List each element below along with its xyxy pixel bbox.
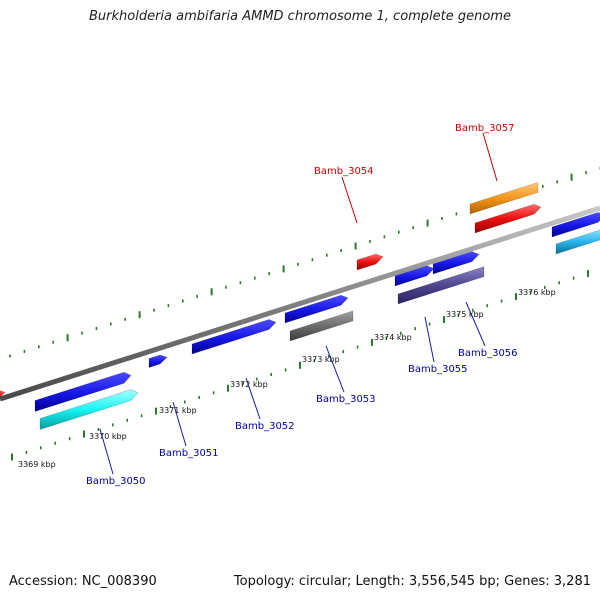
callout-line — [424, 316, 435, 363]
kbp-label: 3376 kbp — [518, 288, 556, 297]
gene-label-group: Bamb_3050 Bamb_3051 Bamb_3052 Bamb_3053 … — [86, 123, 518, 487]
gene-label-bamb-3057[interactable]: Bamb_3057 — [455, 123, 515, 134]
dna-backbone-line — [0, 205, 600, 402]
gene-arrow-bamb-3052[interactable] — [191, 319, 277, 355]
callout-line — [172, 401, 187, 447]
gene-arrow-red-edge[interactable] — [0, 390, 6, 402]
gene-arrow-bamb-3056[interactable] — [397, 266, 485, 305]
kbp-label: 3375 kbp — [446, 310, 484, 319]
callout-lines — [99, 301, 486, 475]
callout-line — [245, 377, 261, 420]
gene-arrow-blue-edge[interactable] — [551, 212, 600, 238]
gene-arrow-bamb-3057[interactable] — [469, 181, 539, 215]
kbp-label: 3371 kbp — [159, 406, 197, 415]
callout-line — [99, 428, 114, 475]
gene-label-bamb-3055[interactable]: Bamb_3055 — [408, 364, 468, 375]
kbp-label: 3369 kbp — [18, 460, 56, 469]
gene-arrow-bamb-3050[interactable] — [34, 371, 132, 412]
kbp-label: 3370 kbp — [89, 432, 127, 441]
gene-label-bamb-3052[interactable]: Bamb_3052 — [235, 421, 295, 432]
callout-lines-forward — [341, 132, 498, 224]
gene-arrow-bamb-3053[interactable] — [289, 310, 354, 342]
reverse-strand-tick-row — [11, 270, 589, 461]
gene-arrow-blue-3053[interactable] — [284, 294, 349, 324]
gene-arrow-cyan-3050[interactable] — [39, 389, 139, 430]
gene-arrow-bamb-3055[interactable] — [394, 265, 435, 287]
kbp-label: 3373 kbp — [302, 355, 340, 364]
callout-line — [465, 301, 486, 347]
gene-arrow-bamb-3051[interactable] — [148, 354, 168, 368]
callout-line — [341, 176, 358, 224]
gene-label-bamb-3051[interactable]: Bamb_3051 — [159, 448, 219, 459]
kbp-label: 3372 kbp — [230, 380, 268, 389]
genome-title: Burkholderia ambifaria AMMD chromosome 1… — [88, 9, 512, 24]
gene-arrow-bamb-3054[interactable] — [356, 253, 384, 271]
gene-label-bamb-3056[interactable]: Bamb_3056 — [458, 348, 518, 359]
kbp-label-group: 3369 kbp 3370 kbp 3371 kbp 3372 kbp 3373… — [18, 288, 556, 469]
gene-label-bamb-3054[interactable]: Bamb_3054 — [314, 166, 374, 177]
gene-arrow-red-3057[interactable] — [474, 203, 542, 234]
callout-line — [325, 345, 345, 393]
genome-summary-text: Topology: circular; Length: 3,556,545 bp… — [233, 574, 591, 589]
gene-label-bamb-3050[interactable]: Bamb_3050 — [86, 476, 146, 487]
gene-label-bamb-3053[interactable]: Bamb_3053 — [316, 394, 376, 405]
accession-text: Accession: NC_008390 — [9, 574, 157, 589]
gene-features — [0, 181, 600, 430]
kbp-label: 3374 kbp — [374, 333, 412, 342]
callout-line — [482, 132, 498, 182]
gene-arrow-sky-edge[interactable] — [555, 228, 600, 255]
gene-arrow-blue-3056[interactable] — [432, 251, 480, 275]
